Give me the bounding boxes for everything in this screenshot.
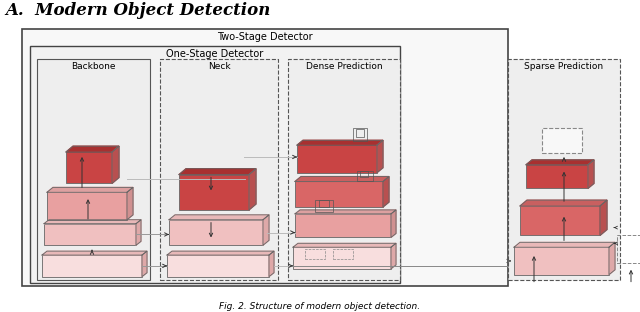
Polygon shape <box>391 210 396 237</box>
Bar <box>305 249 325 259</box>
Polygon shape <box>47 188 133 192</box>
Bar <box>37 59 150 280</box>
Bar <box>356 129 364 137</box>
Bar <box>542 128 582 153</box>
Polygon shape <box>167 251 274 255</box>
Bar <box>160 59 278 280</box>
Polygon shape <box>249 169 256 210</box>
Bar <box>44 224 136 245</box>
Bar <box>30 46 400 283</box>
Bar <box>295 214 391 237</box>
Bar <box>514 247 609 275</box>
Polygon shape <box>295 210 396 214</box>
Bar <box>179 175 249 210</box>
Polygon shape <box>42 251 147 255</box>
Polygon shape <box>44 220 141 224</box>
Text: Fig. 2. Structure of modern object detection.: Fig. 2. Structure of modern object detec… <box>220 302 420 311</box>
Bar <box>360 171 368 177</box>
Polygon shape <box>142 251 147 277</box>
Polygon shape <box>600 200 607 236</box>
Bar <box>508 59 620 280</box>
Polygon shape <box>520 200 607 206</box>
Text: Backbone: Backbone <box>71 62 115 71</box>
Polygon shape <box>269 251 274 277</box>
Bar <box>357 171 373 181</box>
Polygon shape <box>514 242 615 247</box>
Bar <box>295 182 383 207</box>
Bar <box>42 255 142 277</box>
Bar <box>617 236 640 263</box>
Polygon shape <box>127 188 133 220</box>
Text: Two-Stage Detector: Two-Stage Detector <box>217 32 313 42</box>
Polygon shape <box>66 146 119 152</box>
Polygon shape <box>377 140 383 173</box>
Polygon shape <box>295 177 389 182</box>
Text: Sparse Prediction: Sparse Prediction <box>524 62 604 71</box>
Bar <box>66 152 112 183</box>
Polygon shape <box>297 140 383 145</box>
Bar <box>353 128 367 141</box>
Bar <box>22 29 508 286</box>
Text: One-Stage Detector: One-Stage Detector <box>166 49 264 59</box>
Bar <box>526 165 588 188</box>
Bar <box>297 145 377 173</box>
Text: A.  Modern Object Detection: A. Modern Object Detection <box>5 2 270 19</box>
Polygon shape <box>609 242 615 275</box>
Polygon shape <box>112 146 119 183</box>
Bar <box>315 200 333 212</box>
Polygon shape <box>391 243 396 269</box>
Polygon shape <box>179 169 256 175</box>
Polygon shape <box>383 177 389 207</box>
Bar <box>169 220 263 245</box>
Bar <box>520 206 600 236</box>
Polygon shape <box>293 243 396 247</box>
Polygon shape <box>136 220 141 245</box>
Bar <box>319 200 329 207</box>
Bar <box>47 192 127 220</box>
Bar <box>333 249 353 259</box>
Bar <box>293 247 391 269</box>
Bar <box>167 255 269 277</box>
Bar <box>288 59 400 280</box>
Text: Neck: Neck <box>208 62 230 71</box>
Polygon shape <box>169 215 269 220</box>
Polygon shape <box>263 215 269 245</box>
Text: Dense Prediction: Dense Prediction <box>306 62 382 71</box>
Polygon shape <box>588 160 594 188</box>
Polygon shape <box>526 160 594 165</box>
